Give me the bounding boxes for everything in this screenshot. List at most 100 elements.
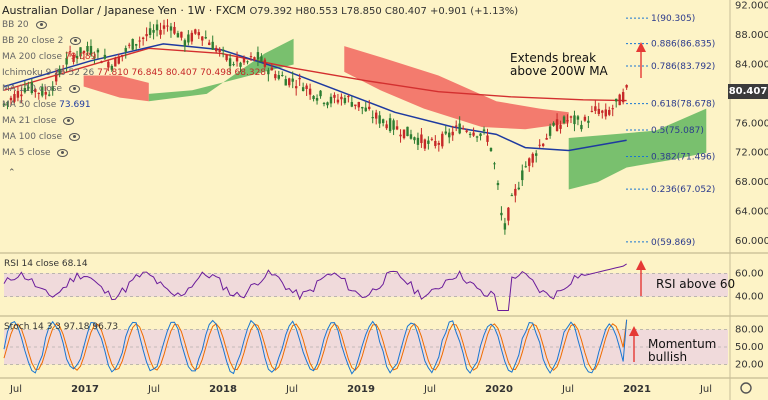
visibility-eye-icon[interactable] xyxy=(68,84,80,93)
candle xyxy=(211,41,214,50)
candle xyxy=(381,119,385,124)
ma200-line xyxy=(3,47,627,102)
ichimoku-cloud-bearish xyxy=(344,46,569,130)
candle xyxy=(528,158,531,166)
price-tick-label: 68.000 xyxy=(735,177,768,188)
legend-ma110[interactable]: MA 110 close xyxy=(2,84,80,94)
candle xyxy=(159,29,162,35)
rsi-tick-label: 60.00 xyxy=(735,268,764,279)
candle xyxy=(68,51,72,53)
legend-ma50-value: 73.691 xyxy=(59,100,91,110)
visibility-eye-icon[interactable] xyxy=(70,36,82,45)
candle xyxy=(580,124,583,130)
candle xyxy=(201,36,204,41)
candle xyxy=(6,101,9,103)
candle xyxy=(621,92,625,103)
legend-ma100-label: MA 100 close xyxy=(2,132,63,142)
candle xyxy=(378,115,381,124)
candle xyxy=(263,59,267,67)
candle xyxy=(479,133,482,136)
candle xyxy=(573,115,576,125)
candle xyxy=(37,92,40,94)
candle xyxy=(239,62,242,67)
fib-level-label: 0(59.869) xyxy=(651,238,695,248)
legend-bb20-close[interactable]: BB 20 close 2 xyxy=(2,36,82,46)
candle xyxy=(587,120,590,123)
candle xyxy=(131,39,134,50)
candle xyxy=(423,139,427,149)
candle xyxy=(145,34,148,37)
fib-level-label: 0.236(67.052) xyxy=(651,185,715,195)
candle xyxy=(242,57,246,63)
time-axis-label: 2021 xyxy=(623,384,651,395)
annotation-break-200w: Extends break above 200W MA xyxy=(510,51,608,78)
last-price-tag: 80.407 xyxy=(728,84,768,99)
candle xyxy=(176,33,180,38)
chart-header: Australian Dollar / Japanese Yen · 1W · … xyxy=(2,4,518,17)
time-axis-label: Jul xyxy=(423,384,436,395)
settings-gear-icon[interactable] xyxy=(740,382,752,394)
annotation-rsi: RSI above 60 xyxy=(656,277,736,291)
candle xyxy=(413,137,416,141)
legend-ma21-label: MA 21 close xyxy=(2,116,57,126)
candle xyxy=(615,98,618,102)
time-axis-label: Jul xyxy=(9,384,22,395)
candle xyxy=(371,117,374,119)
legend-ma21[interactable]: MA 21 close xyxy=(2,116,75,126)
visibility-eye-icon[interactable] xyxy=(68,132,80,141)
candle xyxy=(48,94,51,96)
price-tick-label: 76.000 xyxy=(735,118,768,129)
candle xyxy=(16,90,20,98)
candle xyxy=(430,138,434,140)
candle xyxy=(350,102,354,107)
candle xyxy=(555,119,559,132)
collapse-legend-icon[interactable]: ⌃ xyxy=(8,168,16,178)
candle xyxy=(134,44,138,46)
candle xyxy=(322,103,326,105)
candle xyxy=(277,75,280,79)
visibility-eye-icon[interactable] xyxy=(35,20,47,29)
time-axis-label: 2017 xyxy=(71,384,99,395)
candle xyxy=(2,104,6,106)
time-axis-label: 2020 xyxy=(485,384,513,395)
candle xyxy=(89,45,93,55)
candle xyxy=(114,57,117,67)
legend-ichimoku-label: Ichimoku 9 26 52 26 xyxy=(2,68,95,78)
candle xyxy=(75,55,79,59)
time-axis-label: 2018 xyxy=(209,384,237,395)
candle xyxy=(256,52,260,60)
ichimoku-cloud-bearish xyxy=(83,75,149,102)
price-tick-label: 84.000 xyxy=(735,60,768,71)
candle xyxy=(155,24,159,31)
candle xyxy=(416,137,420,145)
candle xyxy=(96,49,100,53)
candle xyxy=(496,183,500,186)
candle xyxy=(475,136,479,138)
legend-ma200[interactable]: MA 200 close 79.089 xyxy=(2,52,96,62)
legend-ma100[interactable]: MA 100 close xyxy=(2,132,80,142)
legend-ma5[interactable]: MA 5 close xyxy=(2,148,69,158)
candle xyxy=(441,133,444,147)
legend-ma50[interactable]: MA 50 close 73.691 xyxy=(2,100,91,110)
legend-bb20-close-label: BB 20 close 2 xyxy=(2,36,64,46)
candle xyxy=(183,40,187,47)
visibility-eye-icon[interactable] xyxy=(57,148,69,157)
fib-level-label: 0.786(83.792) xyxy=(651,62,715,72)
time-axis-label: Jul xyxy=(285,384,298,395)
candle xyxy=(336,99,340,103)
candle xyxy=(507,207,510,221)
legend-bb20[interactable]: BB 20 xyxy=(2,20,47,30)
legend-ichimoku[interactable]: Ichimoku 9 26 52 26 77.810 76.845 80.407… xyxy=(2,68,266,78)
candle xyxy=(538,144,541,146)
candle xyxy=(489,147,493,152)
candle xyxy=(194,29,197,34)
visibility-eye-icon[interactable] xyxy=(63,116,75,125)
candle xyxy=(173,26,176,34)
candle xyxy=(228,58,232,67)
candle xyxy=(284,79,287,86)
price-tick-label: 92.000 xyxy=(735,1,768,12)
legend-ma200-label: MA 200 close xyxy=(2,52,63,62)
candle xyxy=(493,163,496,165)
candle xyxy=(54,73,58,82)
candle xyxy=(590,110,594,112)
